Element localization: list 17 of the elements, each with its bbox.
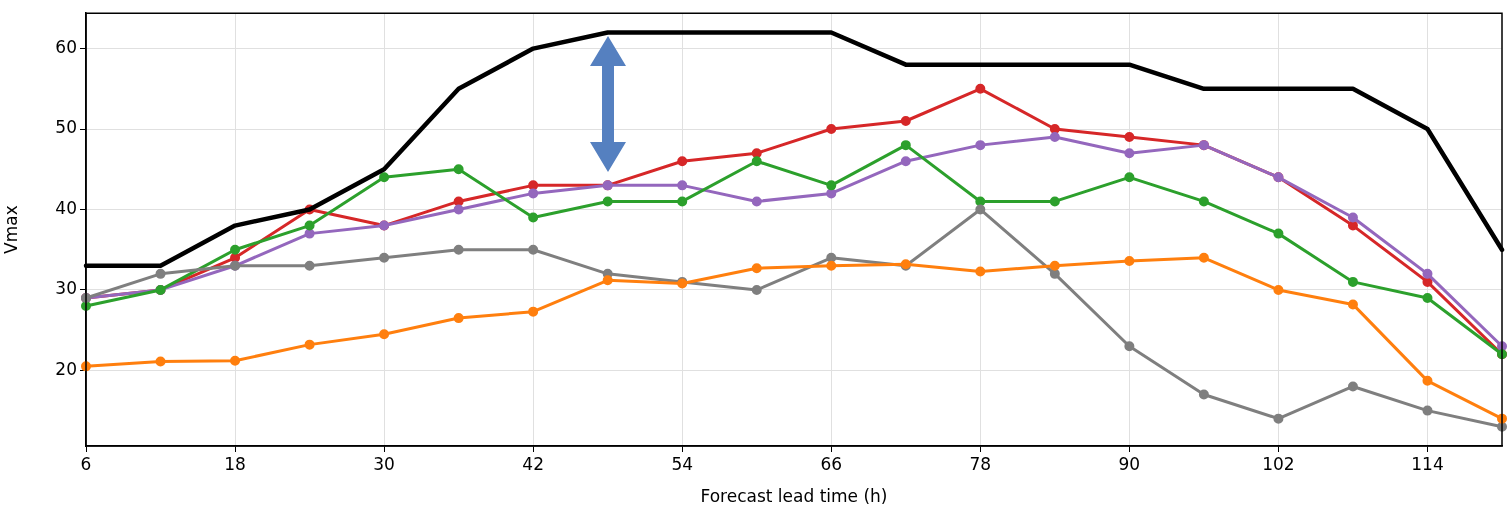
y-tick-label: 20 xyxy=(55,358,77,379)
y-tick-label: 40 xyxy=(55,197,77,218)
x-tick-label: 42 xyxy=(522,453,544,474)
x-tick-label: 6 xyxy=(80,453,92,474)
x-tick-label: 102 xyxy=(1262,453,1295,474)
y-tick-label: 60 xyxy=(55,37,77,58)
x-tick-label: 66 xyxy=(820,453,843,474)
x-tick-label: 90 xyxy=(1118,453,1141,474)
x-tick-label: 114 xyxy=(1411,453,1444,474)
x-tick-label: 18 xyxy=(224,453,246,474)
y-tick-label: 30 xyxy=(55,278,77,299)
x-tick-label: 78 xyxy=(969,453,992,474)
y-tick-label: 50 xyxy=(55,117,77,138)
x-tick-label: 54 xyxy=(671,453,694,474)
x-axis-title: Forecast lead time (h) xyxy=(700,486,888,507)
y-axis-title: Vmax xyxy=(0,205,21,254)
x-tick-label: 30 xyxy=(373,453,395,474)
